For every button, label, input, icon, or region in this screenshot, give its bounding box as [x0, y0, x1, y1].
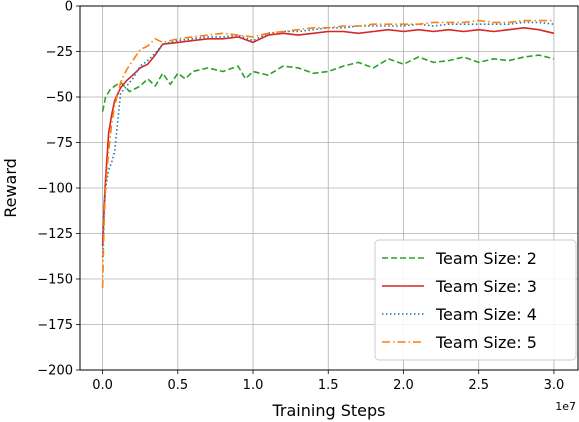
legend-label: Team Size: 4 — [435, 305, 537, 324]
legend-label: Team Size: 5 — [435, 333, 537, 352]
x-tick-label: 0.5 — [167, 378, 188, 393]
x-tick-label: 0.0 — [92, 378, 113, 393]
x-axis-title: Training Steps — [272, 401, 386, 420]
y-tick-label: −200 — [37, 364, 73, 379]
series-lines — [101, 19, 555, 289]
y-tick-label: −75 — [46, 136, 73, 151]
series-line-team-size-2 — [101, 54, 555, 112]
series-line-team-size-3 — [101, 26, 555, 247]
x-tick-label: 1.5 — [318, 378, 339, 393]
series-line-team-size-4 — [101, 21, 554, 258]
y-tick-label: −50 — [46, 91, 73, 106]
legend-box — [374, 239, 577, 361]
legend-label: Team Size: 2 — [435, 249, 537, 268]
y-tick-label: −175 — [37, 318, 73, 333]
axis-ticks: 0.0 0.5 1.0 1.5 2.0 2.5 3.0 0 −25 −50 −75 −100 −125 −… — [37, 0, 564, 393]
y-axis-title: Reward — [1, 158, 20, 218]
y-tick-label: −25 — [46, 45, 73, 60]
y-tick-label: −125 — [37, 227, 73, 242]
x-tick-label: 2.0 — [393, 378, 414, 393]
y-tick-label: −100 — [37, 182, 73, 197]
legend-label: Team Size: 3 — [435, 277, 537, 296]
x-tick-label: 2.5 — [468, 378, 489, 393]
x-tick-label: 1.0 — [243, 378, 264, 393]
series-line-team-size-5 — [101, 19, 554, 289]
x-tick-label: 3.0 — [544, 378, 565, 393]
x-axis-offset-label: 1e7 — [555, 400, 576, 413]
y-tick-label: −150 — [37, 273, 73, 288]
legend: Team Size: 2 Team Size: 3 Team Size: 4 Team… — [374, 239, 577, 361]
y-tick-label: 0 — [65, 0, 73, 15]
